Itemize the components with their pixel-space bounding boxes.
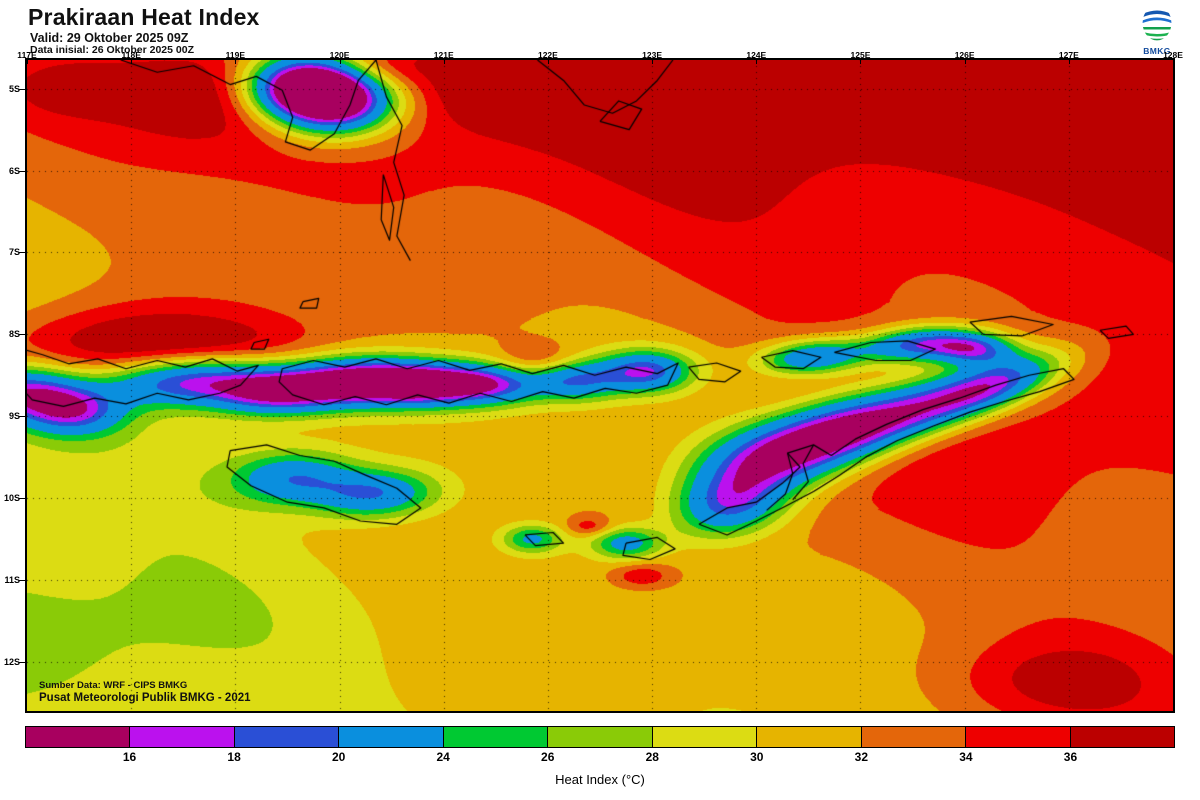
lon-tick-118E	[131, 58, 133, 64]
colorbar-title: Heat Index (°C)	[555, 772, 645, 787]
colorbar-segment-1	[130, 727, 235, 747]
lon-label-119E: 119E	[225, 50, 246, 60]
lat-tick-8S	[19, 334, 26, 336]
lon-label-124E: 124E	[746, 50, 767, 60]
colorbar-segment-10	[1070, 727, 1174, 747]
header: Prakiraan Heat Index Valid: 29 Oktober 2…	[0, 0, 1200, 58]
lon-tick-121E	[443, 58, 445, 64]
lat-label-8S: 8S	[8, 329, 20, 340]
lat-tick-5S	[19, 88, 26, 90]
lon-label-120E: 120E	[329, 50, 350, 60]
colorbar-tick-16: 16	[122, 750, 137, 764]
lat-label-9S: 9S	[8, 411, 20, 422]
colorbar[interactable]	[25, 726, 1175, 748]
lon-tick-125E	[860, 58, 862, 64]
colorbar-segment-6	[652, 727, 758, 747]
lon-tick-122E	[547, 58, 549, 64]
colorbar-tick-26: 26	[541, 750, 555, 764]
colorbar-segment-9	[966, 727, 1071, 747]
colorbar-tick-18: 18	[227, 750, 241, 764]
lat-label-5S: 5S	[8, 83, 20, 94]
bmkg-logo-icon	[1141, 4, 1173, 42]
colorbar-tick-36: 36	[1063, 750, 1078, 764]
lon-label-127E: 127E	[1058, 50, 1079, 60]
lon-label-126E: 126E	[954, 50, 975, 60]
lon-tick-126E	[964, 58, 966, 64]
lon-tick-123E	[652, 58, 654, 64]
lon-tick-117E	[27, 58, 28, 64]
lon-label-122E: 122E	[537, 50, 558, 60]
lat-label-12S: 12S	[3, 656, 20, 667]
colorbar-segment-8	[861, 727, 967, 747]
lat-tick-12S	[19, 661, 26, 663]
colorbar-segment-0	[26, 727, 131, 747]
page-title: Prakiraan Heat Index	[28, 4, 260, 30]
colorbar-segment-4	[443, 727, 549, 747]
lat-tick-11S	[19, 579, 26, 581]
heat-index-map[interactable]: Sumber Data: WRF - CIPS BMKG Pusat Meteo…	[25, 58, 1175, 713]
lon-label-123E: 123E	[642, 50, 663, 60]
colorbar-tick-20: 20	[331, 750, 346, 764]
bmkg-logo: BMKG	[1126, 4, 1188, 56]
lat-tick-10S	[19, 498, 26, 500]
lon-tick-124E	[756, 58, 758, 64]
lat-tick-6S	[19, 170, 26, 172]
lon-label-125E: 125E	[850, 50, 871, 60]
initial-data-label: Data inisial: 26 Oktober 2025 00Z	[30, 44, 194, 56]
lon-tick-128E	[1173, 58, 1174, 64]
lat-label-10S: 10S	[3, 493, 20, 504]
heat-index-raster	[27, 60, 1173, 711]
colorbar-tick-24: 24	[436, 750, 450, 764]
colorbar-tick-34: 34	[959, 750, 973, 764]
lon-tick-120E	[339, 58, 341, 64]
lat-label-6S: 6S	[8, 165, 20, 176]
colorbar-segment-2	[234, 727, 340, 747]
colorbar-segment-7	[757, 727, 862, 747]
lon-label-118E: 118E	[121, 50, 141, 60]
lat-tick-7S	[19, 252, 26, 254]
data-source-label: Sumber Data: WRF - CIPS BMKG	[39, 679, 188, 691]
map-credits: Sumber Data: WRF - CIPS BMKG Pusat Meteo…	[39, 679, 251, 705]
lat-label-11S: 11S	[4, 574, 20, 585]
lon-label-128E: 128E	[1163, 50, 1183, 60]
colorbar-tick-30: 30	[750, 750, 764, 764]
colorbar-segment-3	[339, 727, 444, 747]
lat-tick-9S	[19, 416, 26, 418]
lon-label-117E: 117E	[17, 50, 37, 60]
valid-time-label: Valid: 29 Oktober 2025 09Z	[30, 31, 189, 45]
lat-label-7S: 7S	[8, 247, 20, 258]
colorbar-tick-32: 32	[854, 750, 869, 764]
owner-label: Pusat Meteorologi Publik BMKG - 2021	[39, 691, 251, 704]
colorbar-tick-28: 28	[645, 750, 659, 764]
bmkg-logo-caption: BMKG	[1143, 46, 1171, 56]
colorbar-segment-5	[548, 727, 653, 747]
lon-tick-127E	[1068, 58, 1070, 64]
lon-tick-119E	[235, 58, 237, 64]
lon-label-121E: 121E	[433, 50, 454, 60]
